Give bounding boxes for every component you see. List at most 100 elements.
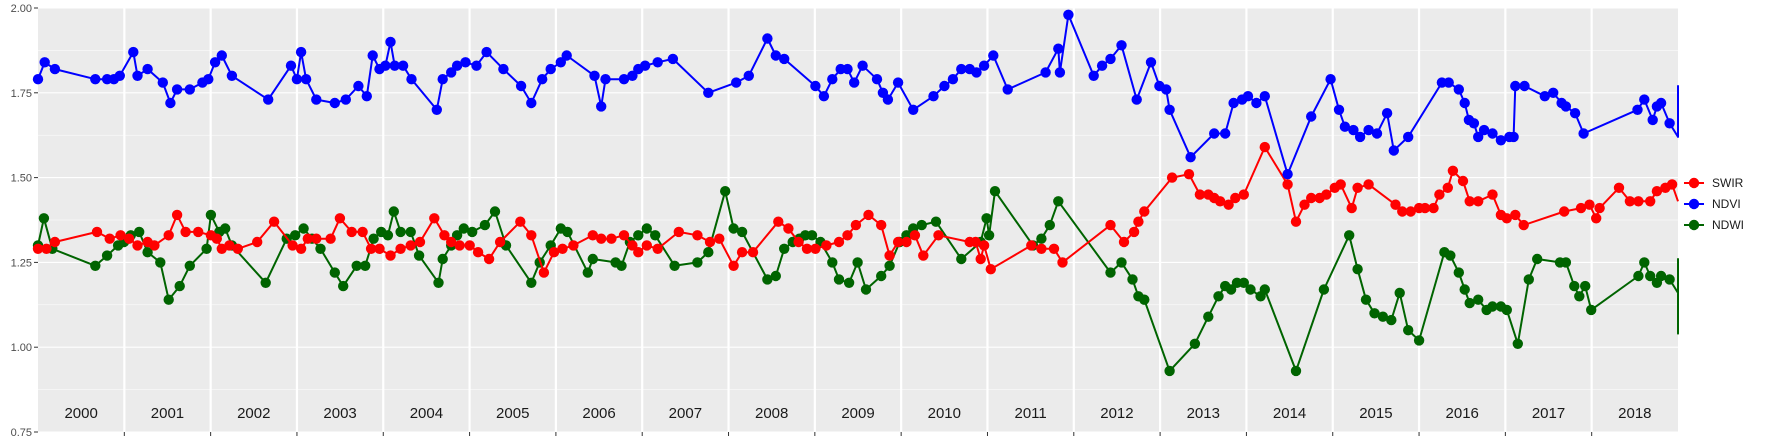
point-ndvi xyxy=(291,74,303,85)
point-ndvi xyxy=(90,74,101,85)
point-ndwi xyxy=(736,226,748,238)
point-ndvi xyxy=(1105,53,1116,65)
point-swir xyxy=(842,230,853,241)
point-ndvi xyxy=(311,94,322,105)
point-swir xyxy=(736,247,748,258)
y-tick-label: 2.00 xyxy=(11,3,32,15)
point-swir xyxy=(783,223,794,234)
point-swir xyxy=(1166,172,1178,183)
point-ndwi xyxy=(1386,314,1397,326)
point-swir xyxy=(1026,240,1037,251)
point-ndvi xyxy=(498,63,509,75)
point-ndwi xyxy=(989,186,1001,197)
legend-label: SWIR xyxy=(1712,176,1744,190)
point-ndvi xyxy=(1145,57,1157,68)
point-swir xyxy=(1036,243,1047,254)
point-ndvi xyxy=(385,36,396,48)
year-label-2015: 2015 xyxy=(1359,405,1392,422)
point-swir xyxy=(1464,196,1475,207)
year-label-2017: 2017 xyxy=(1532,405,1565,422)
point-ndwi xyxy=(1501,304,1513,316)
point-ndvi xyxy=(49,63,61,75)
point-swir xyxy=(1575,202,1587,214)
legend: SWIR NDVI NDWI xyxy=(1684,176,1744,232)
point-ndvi xyxy=(1569,108,1581,119)
point-swir xyxy=(472,247,484,258)
point-ndvi xyxy=(596,101,607,112)
point-ndwi xyxy=(134,226,145,238)
point-swir xyxy=(1651,186,1663,197)
point-ndvi xyxy=(1639,94,1650,105)
point-ndwi xyxy=(884,260,895,271)
point-swir xyxy=(1183,169,1195,180)
point-ndvi xyxy=(667,53,679,65)
point-ndvi xyxy=(555,57,566,68)
year-label-2014: 2014 xyxy=(1273,405,1306,422)
point-ndvi xyxy=(340,94,351,105)
point-ndvi xyxy=(300,74,312,85)
point-swir xyxy=(548,247,560,258)
point-ndwi xyxy=(479,219,491,231)
point-ndvi xyxy=(1325,74,1336,85)
point-ndvi xyxy=(1443,77,1454,88)
point-ndwi xyxy=(413,250,425,261)
point-ndwi xyxy=(956,253,967,265)
point-ndvi xyxy=(32,74,44,85)
year-labels: 2000 2001 2002 2003 2004 2005 2006 2007 2008 2009… xyxy=(64,405,1651,422)
point-swir xyxy=(1390,199,1401,210)
point-ndwi xyxy=(1213,291,1224,302)
point-swir xyxy=(526,230,537,241)
point-ndvi xyxy=(132,70,143,82)
y-tick-label: 1.00 xyxy=(11,342,32,354)
point-ndwi xyxy=(290,230,301,241)
point-ndvi xyxy=(171,84,183,95)
point-ndvi xyxy=(39,57,50,68)
point-ndvi xyxy=(1306,111,1317,122)
year-label-2007: 2007 xyxy=(669,405,702,422)
x-axis xyxy=(123,432,1593,436)
point-swir xyxy=(1290,216,1302,227)
point-ndvi xyxy=(1459,97,1470,109)
point-swir xyxy=(1223,199,1234,210)
legend-key-point xyxy=(1688,219,1700,231)
point-ndvi xyxy=(1647,114,1658,126)
point-ndvi xyxy=(1371,128,1383,139)
point-ndvi xyxy=(1468,118,1480,129)
point-swir xyxy=(1128,226,1140,238)
point-swir xyxy=(633,247,644,258)
point-swir xyxy=(295,243,307,254)
point-swir xyxy=(1352,182,1363,193)
point-ndvi xyxy=(1388,145,1400,156)
point-ndwi xyxy=(1352,264,1363,275)
point-swir xyxy=(773,216,784,227)
point-ndvi xyxy=(380,60,391,71)
point-swir xyxy=(49,236,61,248)
point-swir xyxy=(439,230,450,241)
point-ndvi xyxy=(1185,152,1196,163)
point-swir xyxy=(538,267,550,278)
point-ndvi xyxy=(892,77,904,88)
point-ndwi xyxy=(38,213,50,224)
point-ndvi xyxy=(731,77,742,88)
point-swir xyxy=(211,233,222,244)
point-ndwi xyxy=(1318,284,1330,295)
point-swir xyxy=(171,209,183,221)
point-ndwi xyxy=(1225,284,1237,295)
year-label-2006: 2006 xyxy=(582,405,615,422)
point-ndvi xyxy=(947,74,959,85)
point-ndvi xyxy=(857,60,868,71)
point-swir xyxy=(1442,182,1454,193)
point-ndwi xyxy=(142,247,153,258)
legend-key-point xyxy=(1688,198,1700,210)
point-ndvi xyxy=(561,50,572,61)
point-swir xyxy=(1457,175,1469,187)
point-swir xyxy=(1613,182,1625,193)
point-ndvi xyxy=(216,50,227,61)
point-swir xyxy=(627,240,638,251)
point-swir xyxy=(863,209,874,221)
point-ndvi xyxy=(431,104,442,116)
year-label-2001: 2001 xyxy=(151,405,184,422)
point-swir xyxy=(193,226,204,238)
point-swir xyxy=(1666,179,1678,190)
point-ndvi xyxy=(1063,9,1074,20)
